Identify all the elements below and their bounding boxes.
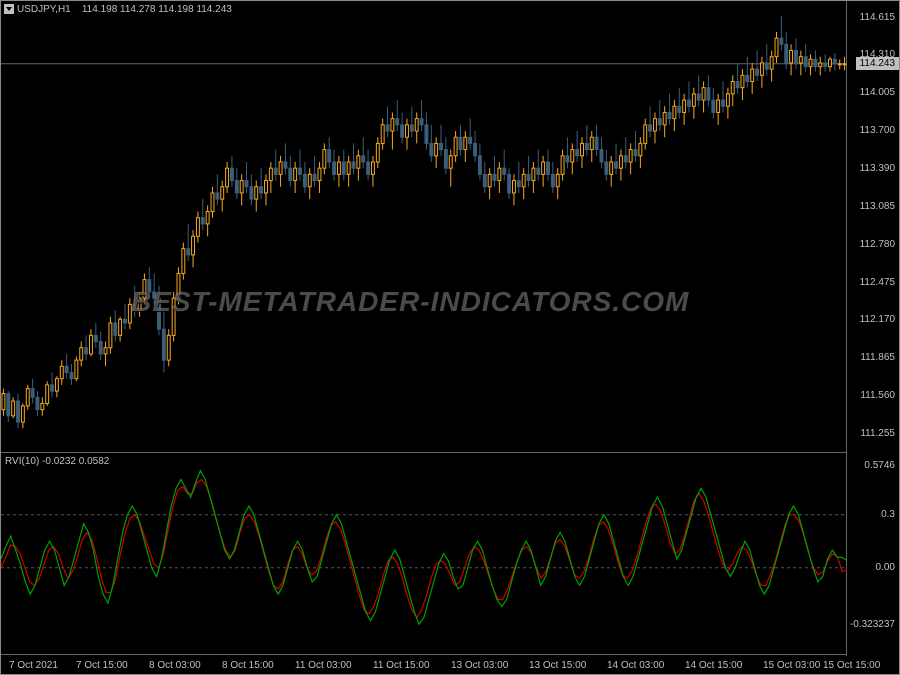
price-y-label: 113.700 — [860, 125, 895, 136]
price-y-label: 111.255 — [860, 428, 895, 439]
rvi-chart — [1, 453, 847, 656]
time-label: 7 Oct 2021 — [9, 660, 58, 671]
time-label: 15 Oct 15:00 — [823, 660, 880, 671]
rvi-y-label: -0.323237 — [850, 619, 895, 630]
ohlc-label: 114.198 114.278 114.198 114.243 — [82, 4, 232, 15]
price-y-label: 111.560 — [860, 390, 895, 401]
price-y-label: 112.475 — [860, 277, 895, 288]
price-y-label: 112.170 — [860, 314, 895, 325]
indicator-title: RVI(10) -0.0232 0.0582 — [5, 456, 109, 467]
time-label: 11 Oct 15:00 — [373, 660, 430, 671]
rvi-y-label: 0.00 — [876, 562, 895, 573]
chart-title: USDJPY,H1 114.198 114.278 114.198 114.24… — [17, 4, 232, 15]
price-y-label: 113.390 — [860, 163, 895, 174]
y-axis: 111.255 111.560 111.865 112.170 112.475 112.7… — [845, 1, 899, 656]
price-y-label: 112.780 — [860, 239, 895, 250]
time-axis: 7 Oct 2021 7 Oct 15:00 8 Oct 03:00 8 Oct 15… — [1, 654, 847, 674]
chart-window: USDJPY,H1 114.198 114.278 114.198 114.24… — [0, 0, 900, 675]
candlestick-chart — [1, 1, 847, 453]
symbol-label: USDJPY,H1 — [17, 4, 71, 15]
rvi-y-label: 0.5746 — [864, 460, 895, 471]
time-label: 11 Oct 03:00 — [295, 660, 352, 671]
time-label: 13 Oct 15:00 — [529, 660, 586, 671]
price-chart-panel[interactable]: USDJPY,H1 114.198 114.278 114.198 114.24… — [1, 1, 847, 453]
price-y-label: 114.005 — [860, 87, 895, 98]
time-label: 15 Oct 03:00 — [763, 660, 820, 671]
time-label: 14 Oct 03:00 — [607, 660, 664, 671]
time-label: 8 Oct 03:00 — [149, 660, 201, 671]
current-price-box: 114.243 — [856, 57, 899, 70]
price-y-label: 114.615 — [860, 12, 895, 23]
price-y-label: 113.085 — [860, 201, 895, 212]
time-label: 13 Oct 03:00 — [451, 660, 508, 671]
time-label: 7 Oct 15:00 — [76, 660, 128, 671]
indicator-panel[interactable]: RVI(10) -0.0232 0.0582 — [1, 453, 847, 656]
price-y-label: 111.865 — [860, 352, 895, 363]
chart-menu-icon[interactable] — [4, 4, 14, 14]
rvi-y-label: 0.3 — [881, 509, 895, 520]
time-label: 8 Oct 15:00 — [222, 660, 274, 671]
time-label: 14 Oct 15:00 — [685, 660, 742, 671]
